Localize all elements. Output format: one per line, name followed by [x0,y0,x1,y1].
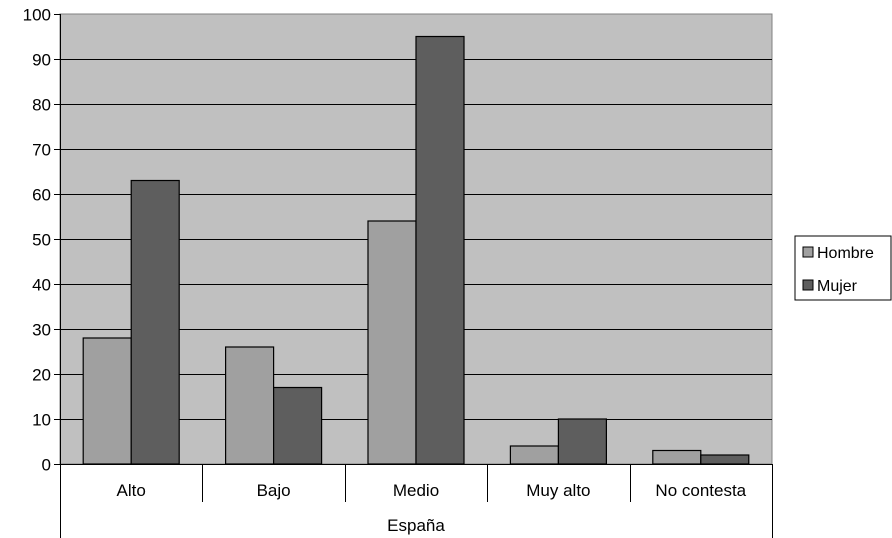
x-category-label: Muy alto [526,481,590,500]
y-tick-label: 40 [32,276,51,295]
y-tick-label: 10 [32,411,51,430]
y-tick-label: 90 [32,51,51,70]
bar-hombre-medio [367,220,417,465]
y-tick-label: 80 [32,96,51,115]
y-tick-label: 60 [32,186,51,205]
legend-swatch-hombre [802,246,814,258]
y-tick-label: 70 [32,141,51,160]
x-category-label: Alto [117,481,146,500]
legend-label-hombre: Hombre [817,245,874,262]
bar-mujer-medio [415,35,465,465]
y-tick-label: 20 [32,366,51,385]
y-tick-label: 0 [42,456,51,475]
bar-mujer-alto [130,179,180,465]
group-label: España [387,516,445,535]
y-tick-label: 100 [23,6,51,25]
bar-hombre-bajo [225,346,275,465]
y-tick-label: 50 [32,231,51,250]
legend: Hombre Mujer [794,235,892,301]
x-category-label: Medio [393,481,439,500]
legend-label-mujer: Mujer [817,278,858,295]
bar-mujer-muy-alto [557,418,608,465]
bar-hombre-muy-alto [509,445,559,465]
bar-mujer-bajo [273,386,323,465]
x-axis: Alto Bajo Medio Muy alto No contesta [60,464,773,538]
y-axis: 0 10 20 30 40 50 60 70 80 90 100 [23,6,61,475]
bars [82,35,750,465]
legend-swatch-mujer [802,279,814,291]
y-tick-label: 30 [32,321,51,340]
x-category-label: No contesta [655,481,746,500]
bar-hombre-alto [82,337,132,465]
bar-mujer-no-contesta [700,454,750,465]
bar-hombre-no-contesta [652,449,702,465]
x-category-label: Bajo [257,481,291,500]
